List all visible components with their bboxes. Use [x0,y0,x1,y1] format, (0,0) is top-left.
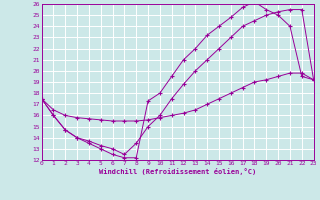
X-axis label: Windchill (Refroidissement éolien,°C): Windchill (Refroidissement éolien,°C) [99,168,256,175]
